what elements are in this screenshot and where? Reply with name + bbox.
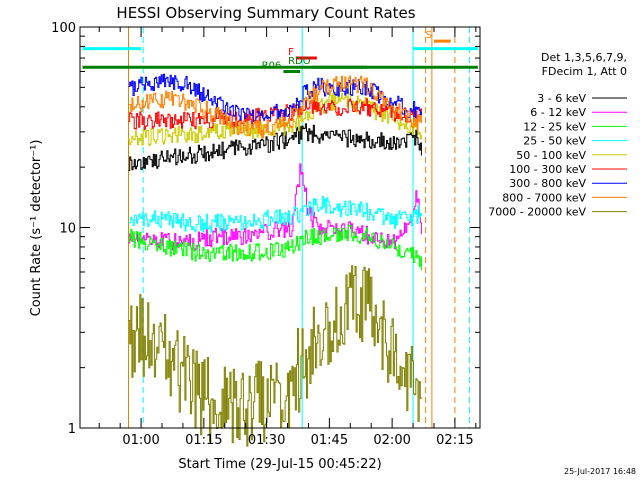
x-axis: 01:00 01:15 01:30 01:45 02:00 02:15 <box>98 27 477 448</box>
footer-timestamp: 25-Jul-2017 16:48 <box>564 467 636 476</box>
flag-label-rdo: RDO <box>288 56 311 67</box>
y-tick-label: 10 <box>59 222 76 237</box>
chart-title: HESSI Observing Summary Count Rates <box>116 4 415 22</box>
y-tick-label: 100 <box>51 21 76 36</box>
x-tick-label: 01:30 <box>248 433 285 448</box>
legend-label: 300 - 800 keV <box>509 177 586 190</box>
legend-label: 50 - 100 keV <box>516 149 586 162</box>
series-line-12-25-keV <box>128 224 422 271</box>
y-axis: 1 10 100 <box>51 21 480 437</box>
flag-label-r06: R06 <box>262 60 282 71</box>
x-tick-label: 01:15 <box>185 433 222 448</box>
series-line-800-7000-keV <box>128 75 422 139</box>
legend-label: 800 - 7000 keV <box>502 191 586 204</box>
series-line-50-100-keV <box>128 92 422 146</box>
series-line-100-300-keV <box>128 98 422 130</box>
series-line-6-12-keV <box>128 163 422 251</box>
legend-label: 7000 - 20000 keV <box>488 206 586 219</box>
flag-label-f: F <box>288 47 294 58</box>
legend-header-line-1: Det 1,3,5,6,7,9, <box>541 51 627 64</box>
legend-label: 3 - 6 keV <box>537 92 586 105</box>
legend-label: 6 - 12 keV <box>530 106 586 119</box>
series-line-25-50-keV <box>128 196 422 233</box>
x-tick-label: 02:00 <box>373 433 410 448</box>
x-tick-label: 02:15 <box>436 433 473 448</box>
y-axis-label: Count Rate (s⁻¹ detector⁻¹) <box>29 140 44 317</box>
legend-header-line-2: FDecim 1, Att 0 <box>542 65 627 78</box>
plot-frame <box>79 26 481 429</box>
x-axis-label: Start Time (29-Jul-15 00:45:22) <box>178 457 381 472</box>
x-tick-label: 01:00 <box>122 433 159 448</box>
legend-label: 12 - 25 keV <box>523 120 586 133</box>
legend-label: 100 - 300 keV <box>509 163 586 176</box>
flag-label-s: S <box>426 30 432 41</box>
legend-label: 25 - 50 keV <box>523 135 586 148</box>
x-tick-label: 01:45 <box>311 433 348 448</box>
series-line-7000-20000-keV <box>128 265 422 447</box>
y-tick-label: 1 <box>68 422 76 437</box>
legend: Det 1,3,5,6,7,9, FDecim 1, Att 0 3 - 6 k… <box>488 51 627 219</box>
